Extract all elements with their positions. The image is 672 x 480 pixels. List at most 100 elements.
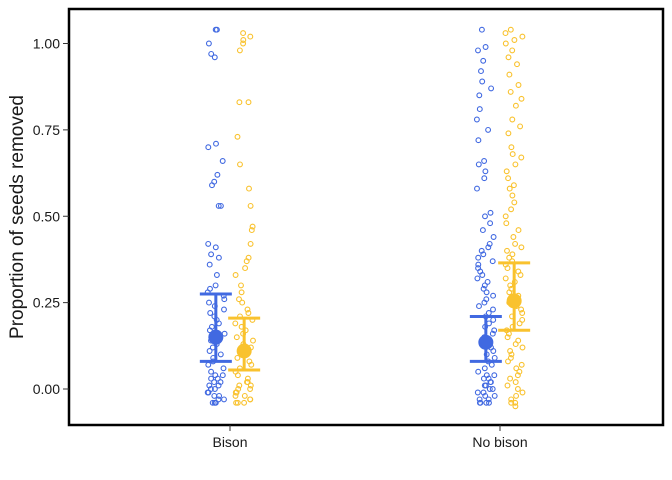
data-point [206, 348, 213, 354]
data-point [232, 392, 239, 399]
data-point [474, 185, 480, 192]
data-point [479, 272, 486, 278]
data-point [518, 244, 525, 251]
y-tick-label: 1.00 [33, 36, 60, 52]
data-point [240, 37, 247, 43]
x-tick-label: Bison [212, 434, 247, 450]
y-tick-label: 0.75 [33, 122, 60, 138]
data-point [246, 185, 252, 192]
data-point [512, 403, 519, 410]
data-point [247, 240, 254, 247]
data-point [490, 348, 497, 354]
data-point [233, 399, 240, 406]
data-point [481, 299, 488, 306]
data-point [481, 158, 488, 164]
data-point [213, 140, 219, 147]
data-point [475, 368, 482, 375]
data-point [482, 168, 489, 175]
data-point [215, 254, 222, 261]
data-point [478, 247, 485, 254]
data-point [211, 386, 218, 392]
data-point [476, 92, 483, 99]
data-point [514, 386, 521, 392]
data-point [208, 375, 215, 382]
y-tick-label: 0.00 [33, 381, 60, 397]
data-point [211, 379, 218, 386]
data-point [482, 213, 488, 220]
data-points [204, 26, 526, 410]
data-point [217, 202, 224, 209]
data-point [232, 272, 239, 278]
data-point [480, 251, 487, 258]
data-point [248, 227, 255, 234]
data-point [234, 372, 241, 379]
data-point [506, 71, 513, 78]
data-point [518, 306, 525, 313]
data-point [509, 251, 516, 258]
data-point [490, 306, 496, 313]
data-point [477, 399, 484, 406]
data-point [473, 116, 480, 123]
data-point [474, 275, 481, 282]
data-point [485, 126, 492, 133]
data-point [208, 251, 215, 258]
data-point [491, 372, 498, 379]
data-point [207, 310, 214, 316]
data-point [508, 206, 515, 213]
data-point [486, 386, 493, 392]
data-point [244, 379, 250, 386]
data-point [514, 61, 520, 68]
data-point [519, 33, 526, 40]
data-point [490, 292, 497, 299]
data-point [505, 175, 512, 182]
data-point [206, 261, 213, 268]
data-point [209, 182, 215, 189]
data-point [240, 40, 247, 47]
data-point [509, 47, 516, 54]
data-point [518, 154, 525, 161]
data-point [484, 278, 491, 285]
data-point [208, 368, 215, 375]
data-point [247, 396, 254, 403]
data-point [507, 348, 514, 354]
data-point [518, 95, 525, 102]
data-point [507, 354, 514, 361]
data-point [489, 258, 496, 265]
data-point [475, 47, 481, 54]
data-point [504, 247, 510, 254]
data-point [502, 275, 509, 282]
data-point [241, 399, 248, 406]
data-point [486, 399, 492, 406]
y-tick-label: 0.50 [33, 208, 60, 224]
data-point [206, 299, 212, 306]
data-point [213, 272, 220, 278]
data-point [480, 285, 487, 292]
data-point [515, 82, 522, 88]
data-point [489, 386, 496, 392]
data-point [247, 202, 254, 209]
data-point [237, 161, 243, 168]
data-point [512, 399, 519, 406]
data-point [510, 234, 517, 240]
data-point [212, 244, 219, 251]
data-point [508, 396, 515, 403]
data-point [482, 44, 489, 50]
data-point [476, 396, 483, 403]
data-point [502, 40, 509, 47]
data-point [205, 40, 212, 47]
data-point [517, 123, 524, 130]
data-point [219, 158, 226, 164]
data-point [507, 282, 514, 289]
data-point [212, 282, 219, 289]
data-point [511, 199, 518, 206]
data-point [480, 57, 487, 64]
data-point [217, 351, 224, 358]
data-point [238, 282, 244, 289]
data-point [232, 320, 239, 327]
data-point [475, 137, 482, 144]
data-point [517, 272, 524, 278]
data-point [507, 88, 514, 95]
data-point [238, 289, 245, 296]
